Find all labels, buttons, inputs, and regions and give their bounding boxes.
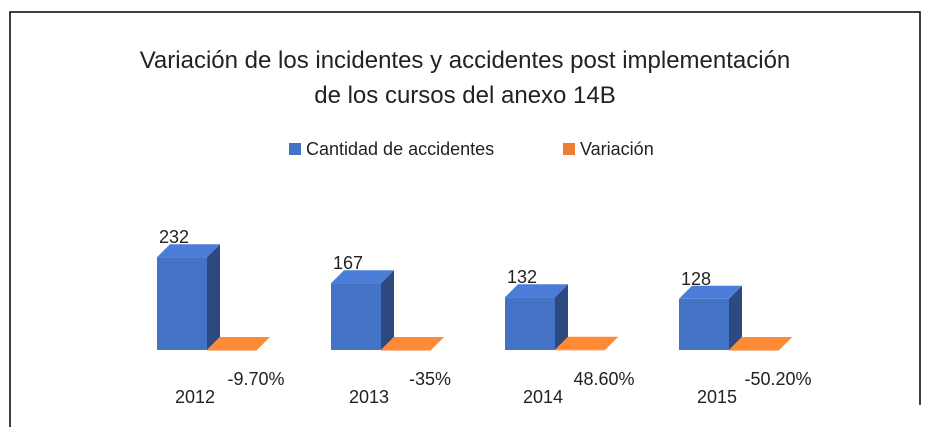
data-label: 48.60%	[573, 369, 634, 389]
data-label: 167	[333, 253, 363, 273]
bar-top	[207, 337, 270, 350]
data-label: 132	[507, 267, 537, 287]
bar-side	[257, 337, 270, 351]
legend-swatch	[563, 143, 575, 155]
bar-top	[331, 270, 394, 284]
bar-side	[605, 336, 618, 350]
title-group: Variación de los incidentes y accidentes…	[140, 47, 791, 109]
legend-label: Variación	[580, 139, 654, 159]
bar-top	[555, 336, 618, 350]
bar-top	[729, 337, 792, 350]
x-tick-label: 2013	[349, 387, 389, 407]
bar-top	[381, 337, 444, 350]
bar	[679, 298, 729, 350]
chart-title-line: de los cursos del anexo 14B	[314, 82, 616, 109]
bar	[505, 297, 555, 350]
bar-side	[431, 337, 444, 351]
data-label: -9.70%	[227, 369, 284, 389]
bar-top	[679, 285, 742, 299]
bar	[729, 350, 779, 351]
bar	[381, 350, 431, 351]
bar-top	[505, 284, 568, 298]
bar	[331, 283, 381, 350]
bar-side	[207, 244, 220, 350]
legend-label: Cantidad de accidentes	[306, 139, 494, 159]
legend-swatch	[289, 143, 301, 155]
bar	[207, 350, 257, 351]
bar-side	[779, 337, 792, 351]
data-label: -50.20%	[744, 369, 811, 389]
bar-side	[729, 285, 742, 350]
x-tick-label: 2015	[697, 387, 737, 407]
bar-side	[555, 284, 568, 350]
data-label: 128	[681, 269, 711, 289]
data-label: -35%	[409, 369, 451, 389]
chart-border	[9, 11, 921, 427]
bar-side	[381, 270, 394, 350]
bar-top	[157, 244, 220, 258]
chart-title: Variación de los incidentes y accidentes…	[140, 47, 791, 74]
x-tick-label: 2012	[175, 387, 215, 407]
bar	[555, 349, 605, 351]
bar	[157, 257, 207, 350]
x-tick-label: 2014	[523, 387, 563, 407]
data-label: 232	[159, 227, 189, 247]
